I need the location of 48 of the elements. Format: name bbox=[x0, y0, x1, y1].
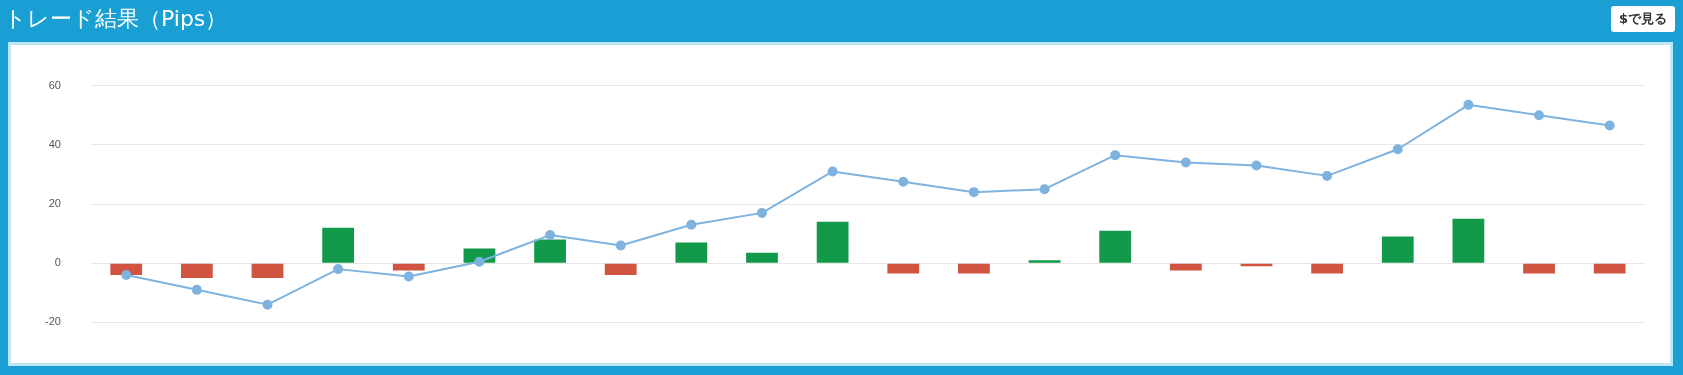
point bbox=[121, 270, 132, 281]
bar bbox=[958, 263, 990, 274]
bar bbox=[322, 227, 355, 263]
bar bbox=[1028, 260, 1061, 263]
bar bbox=[392, 263, 425, 271]
y-tick-label: 40 bbox=[48, 137, 61, 150]
text: $で見る bbox=[1610, 6, 1675, 32]
point bbox=[1251, 160, 1262, 171]
point bbox=[1392, 144, 1403, 155]
bar bbox=[816, 221, 849, 263]
point bbox=[756, 207, 767, 218]
bar bbox=[887, 263, 920, 274]
point bbox=[1039, 184, 1050, 195]
bar bbox=[1099, 230, 1132, 263]
bar bbox=[604, 263, 637, 276]
point bbox=[968, 187, 979, 198]
bar bbox=[180, 263, 213, 278]
point bbox=[333, 264, 344, 275]
bar bbox=[1452, 218, 1485, 263]
point bbox=[545, 230, 556, 241]
bar bbox=[534, 239, 566, 263]
point bbox=[262, 299, 273, 310]
bar bbox=[1169, 263, 1202, 271]
point bbox=[1322, 170, 1333, 181]
point bbox=[827, 166, 838, 177]
point bbox=[1604, 120, 1615, 131]
point bbox=[403, 271, 414, 282]
bar bbox=[746, 252, 778, 263]
point bbox=[474, 256, 485, 267]
bar bbox=[675, 242, 708, 263]
bar bbox=[1311, 263, 1344, 274]
bar bbox=[1381, 236, 1414, 263]
point bbox=[1534, 110, 1545, 121]
bar bbox=[1523, 263, 1555, 274]
point bbox=[898, 176, 909, 187]
y-tick-label: 0 bbox=[54, 256, 61, 269]
chart-title: トレード結果（Pips） bbox=[4, 5, 228, 33]
y-tick-label: -20 bbox=[44, 315, 61, 328]
y-tick-label: 20 bbox=[48, 197, 61, 210]
y-tick-label: 60 bbox=[48, 78, 61, 91]
point bbox=[1110, 150, 1121, 161]
point bbox=[191, 284, 202, 295]
point bbox=[615, 240, 626, 251]
point bbox=[1463, 99, 1474, 110]
bar bbox=[251, 263, 284, 278]
point bbox=[1180, 157, 1191, 168]
bar bbox=[1593, 263, 1626, 274]
point bbox=[686, 219, 697, 230]
